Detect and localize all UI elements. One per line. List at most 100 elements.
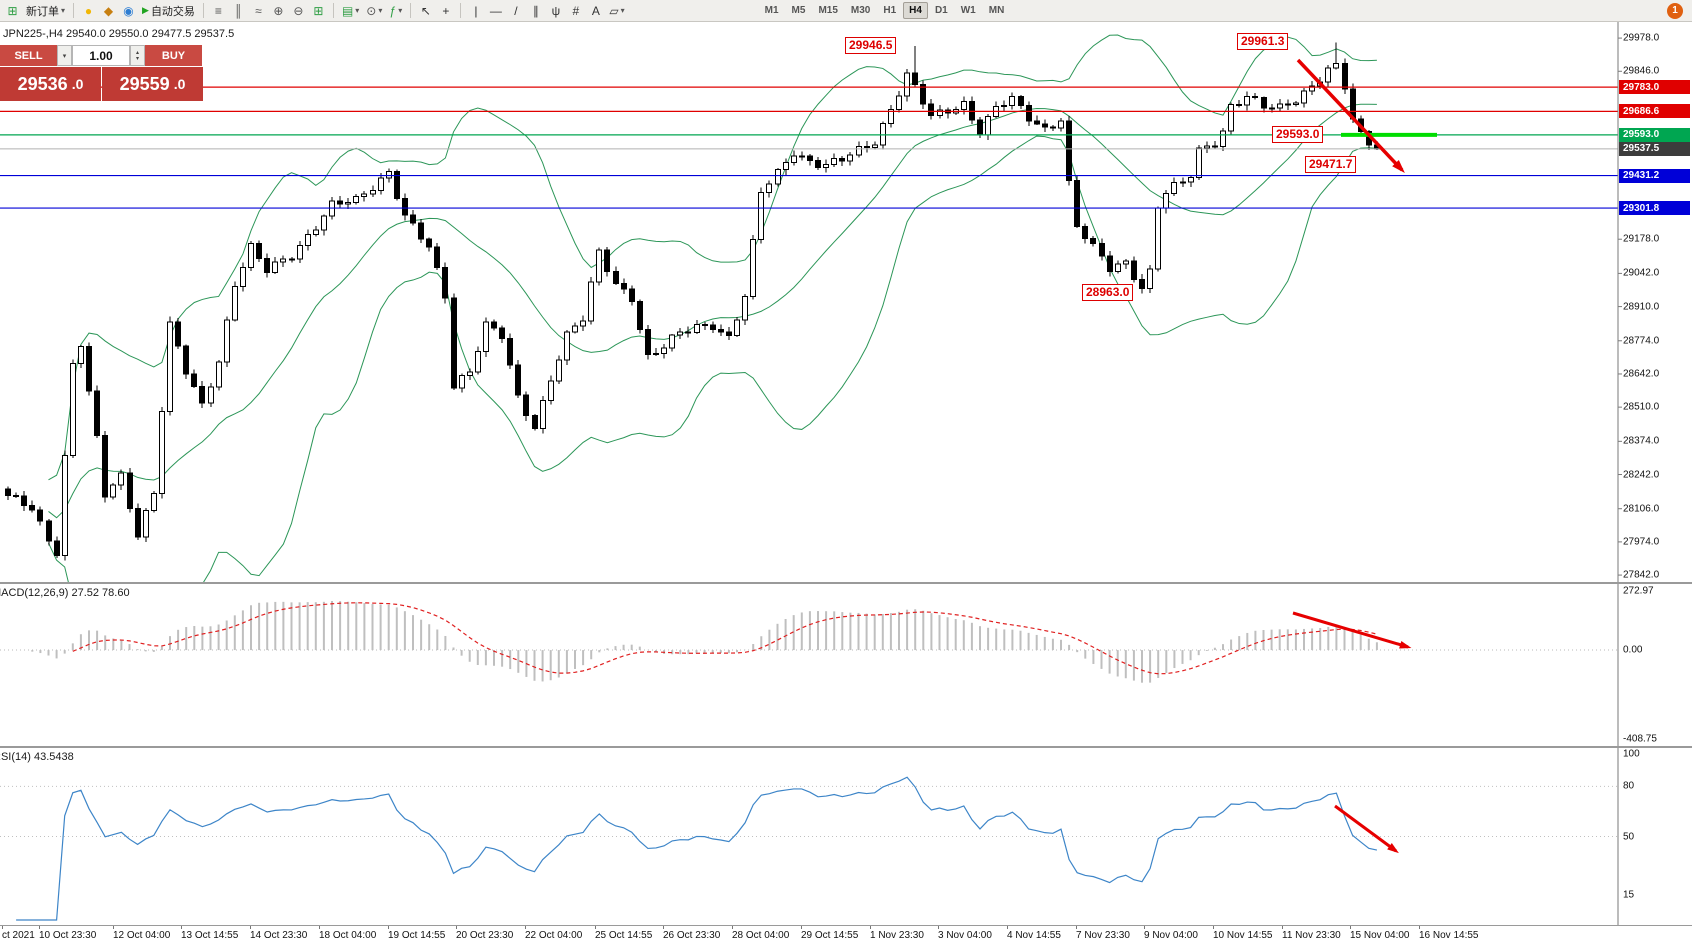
shapes-icon[interactable]: ▱ ▾	[606, 1, 627, 20]
rsi-pane[interactable]: RSI(14) 43.5438 100 80 50 15	[0, 748, 1692, 926]
macd-chart[interactable]	[0, 584, 1692, 746]
candle-body	[232, 286, 238, 321]
history-center-icon[interactable]: ⊙ ▾	[363, 1, 385, 20]
time-axis-label: 28 Oct 04:00	[732, 930, 790, 941]
candle-body	[1066, 120, 1072, 181]
macd-scale-label: 0.00	[1623, 644, 1643, 656]
text-icon[interactable]: A	[586, 1, 605, 20]
candle-body	[289, 258, 295, 261]
candle-body	[418, 222, 424, 240]
candlestick-chart[interactable]	[0, 22, 1692, 582]
channel-icon[interactable]: ∥	[526, 1, 545, 20]
timeframe-m15-button[interactable]: M15	[818, 5, 838, 16]
trade-controls-row: SELL ▾ 1.00 ▴ ▾ BUY	[0, 45, 203, 66]
notifications-icon[interactable]: 1	[1667, 2, 1683, 19]
time-axis-label: 18 Oct 04:00	[319, 930, 377, 941]
stepper-down-icon[interactable]: ▾	[135, 55, 139, 62]
candle-body	[734, 319, 740, 336]
candle-body	[102, 434, 108, 498]
cursor-icon[interactable]: ↖	[416, 1, 435, 20]
price-annotation[interactable]: 28963.0	[1082, 284, 1134, 301]
candle-body	[86, 345, 92, 392]
auto-trading-button[interactable]: ▶ 自动交易	[139, 1, 198, 20]
price-chart-pane[interactable]: JPN225-,H4 29540.0 29550.0 29477.5 29537…	[0, 22, 1692, 584]
timeframe-h4-button[interactable]: H4	[903, 2, 928, 19]
line-chart-icon[interactable]: ≈	[249, 1, 268, 20]
candle-body	[1244, 96, 1250, 106]
time-axis-tick	[388, 926, 389, 929]
candle-body	[1107, 255, 1113, 273]
new-order-icon[interactable]: ⊞	[3, 1, 22, 20]
zoom-out-icon[interactable]: ⊖	[289, 1, 308, 20]
macd-signal-line	[72, 602, 1378, 675]
price-annotation[interactable]: 29593.0	[1272, 126, 1324, 143]
stepper-up-icon[interactable]: ▴	[135, 49, 139, 56]
time-axis-tick	[1419, 926, 1420, 929]
sell-price[interactable]: 29536 .0	[0, 67, 101, 101]
candle-body	[1034, 120, 1040, 125]
new-order-button[interactable]: 新订单 ▾	[23, 1, 68, 20]
price-tick-label: 29178.0	[1623, 233, 1660, 245]
trend-arrow[interactable]	[1296, 58, 1404, 172]
candle-body	[775, 169, 781, 185]
candle-body	[1277, 103, 1283, 109]
candlestick-chart-icon[interactable]: ║	[229, 1, 248, 20]
trend-arrow[interactable]	[1334, 804, 1397, 853]
lightbulb-icon[interactable]: ●	[79, 1, 98, 20]
buy-button[interactable]: BUY	[145, 45, 202, 66]
candle-body	[1058, 120, 1064, 129]
fibonacci-icon-glyph: #	[572, 3, 580, 18]
trade-prices-row: 29536 .0 29559 .0	[0, 67, 203, 101]
price-tick-label: 29846.0	[1623, 65, 1660, 77]
candle-body	[29, 505, 35, 511]
candle-body	[175, 321, 181, 347]
price-annotation[interactable]: 29946.5	[845, 37, 897, 54]
time-axis-label: 12 Oct 04:00	[113, 930, 171, 941]
auto-trading-button-label: 自动交易	[150, 5, 195, 18]
candle-body	[394, 171, 400, 199]
candle-body	[1188, 177, 1194, 183]
candle-body	[961, 101, 967, 110]
cursor-icon-glyph: ↖	[420, 3, 431, 18]
timeframe-toolbar: M1 M5 M15 M30 H1 H4 D1 W1 MN	[759, 2, 1011, 19]
timeframe-d1-button[interactable]: D1	[934, 5, 948, 16]
fibonacci-icon[interactable]: #	[566, 1, 585, 20]
bar-chart-icon[interactable]: ≡	[209, 1, 228, 20]
timeframe-mn-button[interactable]: MN	[988, 5, 1005, 16]
timeframe-h1-button[interactable]: H1	[883, 5, 897, 16]
candle-body	[378, 177, 384, 191]
price-annotation[interactable]: 29961.3	[1237, 33, 1289, 50]
volume-input[interactable]: 1.00	[72, 45, 130, 66]
candle-body	[426, 238, 432, 248]
time-axis-tick	[1076, 926, 1077, 929]
candle-body	[588, 281, 594, 322]
crosshair-icon[interactable]: +	[436, 1, 455, 20]
sell-button[interactable]: SELL	[0, 45, 57, 66]
volume-dropdown[interactable]: ▾	[57, 45, 72, 66]
vertical-line-icon-glyph: |	[474, 3, 478, 18]
tile-windows-icon[interactable]: ⊞	[309, 1, 328, 20]
horizontal-line-icon[interactable]: —	[486, 1, 505, 20]
trend-arrow[interactable]	[1292, 611, 1409, 649]
zoom-in-icon[interactable]: ⊕	[269, 1, 288, 20]
indicators-icon[interactable]: ƒ ▾	[386, 1, 405, 20]
trendline-icon[interactable]: /	[506, 1, 525, 20]
community-icon[interactable]: ◉	[119, 1, 138, 20]
rsi-chart[interactable]	[0, 748, 1692, 925]
price-annotation[interactable]: 29471.7	[1305, 156, 1357, 173]
timeframe-m5-button[interactable]: M5	[791, 5, 806, 16]
new-chart-icon[interactable]: ▤ ▾	[339, 1, 362, 20]
market-icon[interactable]: ◆	[99, 1, 118, 20]
vertical-line-icon[interactable]: |	[466, 1, 485, 20]
candle-body	[548, 380, 554, 401]
andrews-fork-icon[interactable]: ψ	[546, 1, 565, 20]
time-axis[interactable]: ct 2021 10 Oct 23:30 12 Oct 04:00 13 Oct 14…	[0, 926, 1692, 945]
macd-pane[interactable]: MACD(12,26,9) 27.52 78.60 272.97 0.00 -408…	[0, 584, 1692, 748]
timeframe-m30-button[interactable]: M30	[850, 5, 871, 16]
timeframe-w1-button[interactable]: W1	[960, 5, 976, 16]
candle-body	[847, 154, 853, 162]
timeframe-m1-button[interactable]: M1	[764, 5, 779, 16]
volume-stepper[interactable]: ▴ ▾	[130, 45, 145, 66]
candle-body	[1042, 123, 1048, 128]
buy-price[interactable]: 29559 .0	[102, 67, 203, 101]
